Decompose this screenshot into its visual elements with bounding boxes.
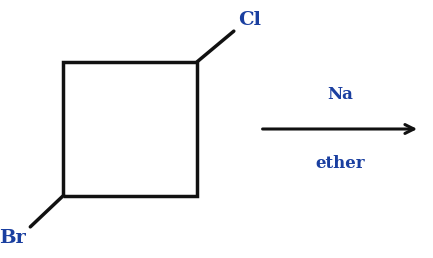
Text: Na: Na bbox=[327, 86, 353, 103]
Text: Cl: Cl bbox=[238, 11, 261, 29]
Text: ether: ether bbox=[315, 155, 365, 172]
Text: Br: Br bbox=[0, 229, 26, 247]
